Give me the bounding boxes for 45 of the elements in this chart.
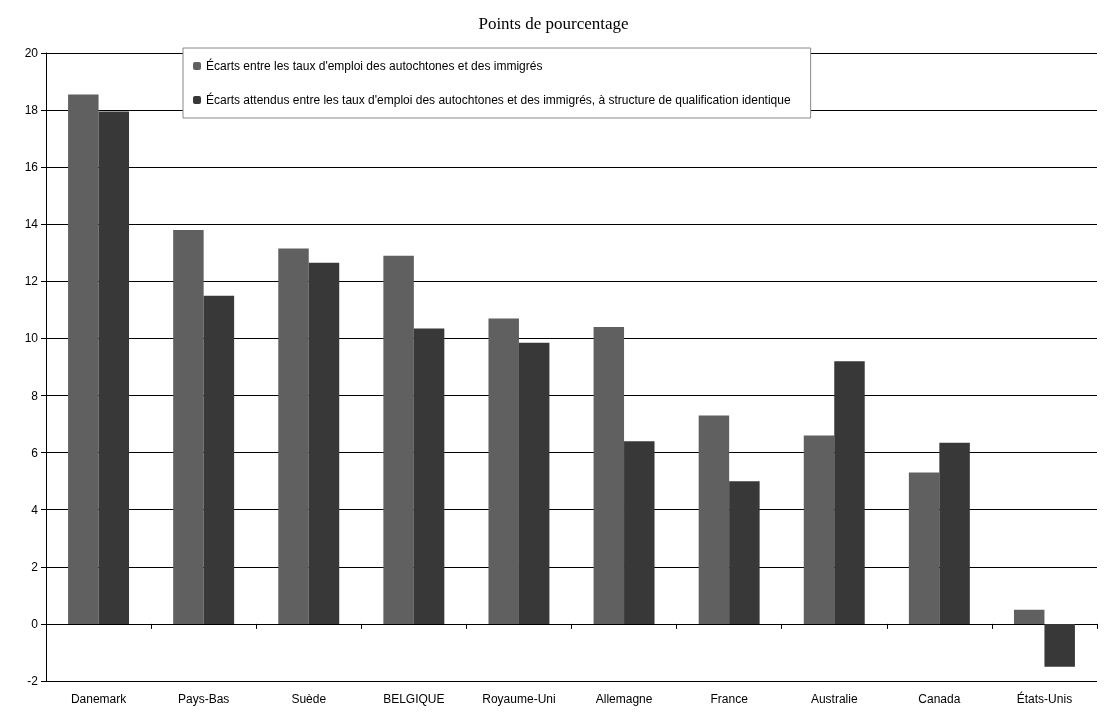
x-tick-label: Royaume-Uni bbox=[482, 692, 556, 706]
x-tick-label: Australie bbox=[810, 692, 858, 706]
bar bbox=[518, 342, 550, 624]
y-tick-label: 6 bbox=[31, 445, 39, 460]
bar bbox=[413, 328, 445, 624]
y-tick-label: 18 bbox=[24, 103, 39, 118]
x-tick-label: Danemark bbox=[70, 692, 128, 706]
y-tick-label: 12 bbox=[24, 274, 39, 289]
y-tick-label: 16 bbox=[24, 160, 39, 175]
y-tick-label: 2 bbox=[31, 559, 39, 574]
legend-label: Écarts attendus entre les taux d'emploi des autochtones et des immigrés, à structure de qualification identique bbox=[206, 92, 791, 107]
legend-label: Écarts entre les taux d'emploi des autochtones et des immigrés bbox=[206, 58, 543, 73]
bar bbox=[203, 295, 235, 624]
bar bbox=[383, 255, 414, 624]
bar bbox=[729, 481, 760, 624]
x-tick-label: Suède bbox=[291, 692, 327, 706]
bar bbox=[278, 248, 309, 624]
y-tick-label: -2 bbox=[27, 674, 39, 688]
bar bbox=[593, 327, 625, 624]
chart-title: Points de pourcentage bbox=[478, 14, 629, 33]
x-tick-label: BELGIQUE bbox=[383, 692, 445, 706]
bar bbox=[98, 111, 130, 624]
bar bbox=[488, 318, 519, 624]
y-tick-label: 8 bbox=[31, 388, 39, 403]
bar bbox=[624, 441, 655, 624]
bar bbox=[698, 415, 730, 624]
bar bbox=[908, 472, 940, 624]
y-tick-label: 0 bbox=[31, 616, 39, 631]
x-tick-label: Canada bbox=[918, 692, 961, 706]
bar bbox=[1013, 609, 1045, 624]
y-tick-label: 14 bbox=[24, 217, 39, 232]
bar bbox=[68, 94, 99, 624]
bar bbox=[834, 361, 865, 624]
bar bbox=[173, 229, 204, 624]
y-tick-label: 10 bbox=[24, 331, 39, 346]
x-tick-label: États-Unis bbox=[1016, 691, 1073, 706]
y-tick-label: 20 bbox=[24, 46, 39, 60]
y-tick-label: 4 bbox=[31, 502, 39, 517]
bar bbox=[308, 262, 340, 624]
bar bbox=[803, 435, 835, 624]
bar bbox=[1044, 623, 1075, 667]
x-tick-label: France bbox=[710, 692, 749, 706]
bar bbox=[939, 442, 970, 624]
x-tick-label: Allemagne bbox=[595, 692, 653, 706]
x-tick-label: Pays-Bas bbox=[177, 692, 230, 706]
